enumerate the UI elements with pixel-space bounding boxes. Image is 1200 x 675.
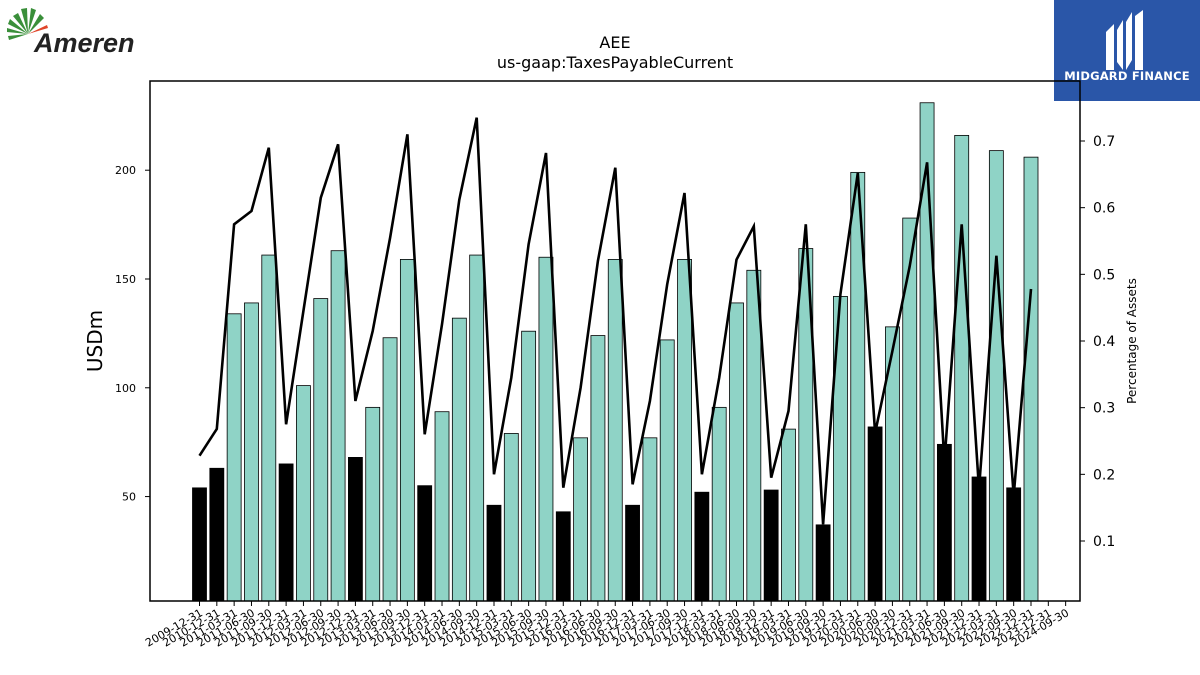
- bar: [348, 457, 363, 602]
- bar: [936, 443, 952, 602]
- bar: [763, 489, 779, 602]
- bar: [278, 463, 294, 602]
- bar: [417, 485, 433, 602]
- bar: [659, 339, 675, 602]
- bar: [555, 511, 571, 602]
- y-tick-label: 150: [115, 273, 136, 286]
- bar: [642, 437, 658, 602]
- bar: [573, 437, 589, 602]
- y-tick-label: 100: [115, 382, 136, 395]
- bar: [1023, 156, 1039, 602]
- y2-tick-label: 0.1: [1093, 534, 1115, 550]
- bar: [711, 406, 727, 602]
- y2-tick-label: 0.3: [1093, 401, 1115, 417]
- chart-subtitle: us-gaap:TaxesPayableCurrent: [496, 53, 734, 72]
- ameren-wordmark: Ameren: [33, 28, 135, 56]
- midgard-finance-logo: MIDGARD FINANCE: [1054, 0, 1200, 101]
- y2-tick-label: 0.6: [1093, 201, 1115, 217]
- bar: [296, 385, 311, 602]
- bar: [330, 250, 346, 602]
- bar: [503, 433, 519, 602]
- bar: [988, 150, 1004, 602]
- bar: [902, 217, 918, 602]
- bar: [313, 298, 329, 602]
- bar: [746, 269, 762, 602]
- y2-tick-label: 0.5: [1093, 267, 1115, 283]
- midgard-emblem-icon: [1106, 10, 1143, 70]
- bar: [954, 134, 970, 602]
- bar: [625, 504, 640, 602]
- y2-axis-label: Percentage of Assets: [1125, 278, 1139, 404]
- bar: [244, 302, 259, 602]
- bar: [971, 476, 987, 602]
- ameren-logo: Ameren: [4, 4, 144, 58]
- bar: [694, 491, 710, 602]
- percentage-line: [198, 117, 1033, 525]
- bar: [521, 330, 537, 602]
- bar: [365, 406, 381, 602]
- y2-tick-label: 0.7: [1093, 134, 1115, 150]
- bar: [451, 317, 467, 602]
- bar: [399, 259, 415, 602]
- bar: [486, 504, 502, 602]
- y-tick-label: 50: [122, 491, 136, 504]
- bar: [226, 313, 242, 602]
- bar: [434, 411, 450, 602]
- bar: [1006, 487, 1022, 602]
- y-axis-label: USDm: [83, 310, 107, 372]
- bar: [538, 256, 554, 602]
- bar: [209, 467, 225, 602]
- bar: [867, 426, 883, 602]
- y2-tick-label: 0.4: [1093, 334, 1115, 350]
- bar: [192, 487, 207, 602]
- bar: [261, 254, 277, 602]
- ameren-sunburst-icon: [7, 8, 48, 40]
- bar: [781, 428, 796, 602]
- bar: [607, 259, 623, 602]
- bar: [382, 337, 398, 602]
- bar: [729, 302, 744, 602]
- y2-tick-label: 0.2: [1093, 467, 1115, 483]
- y-tick-label: 200: [115, 164, 136, 177]
- bar: [677, 259, 692, 602]
- bar: [590, 335, 606, 602]
- chart-title: AEE: [599, 33, 631, 52]
- midgard-wordmark: MIDGARD FINANCE: [1064, 69, 1190, 83]
- bar: [815, 524, 831, 602]
- bar: [469, 254, 485, 602]
